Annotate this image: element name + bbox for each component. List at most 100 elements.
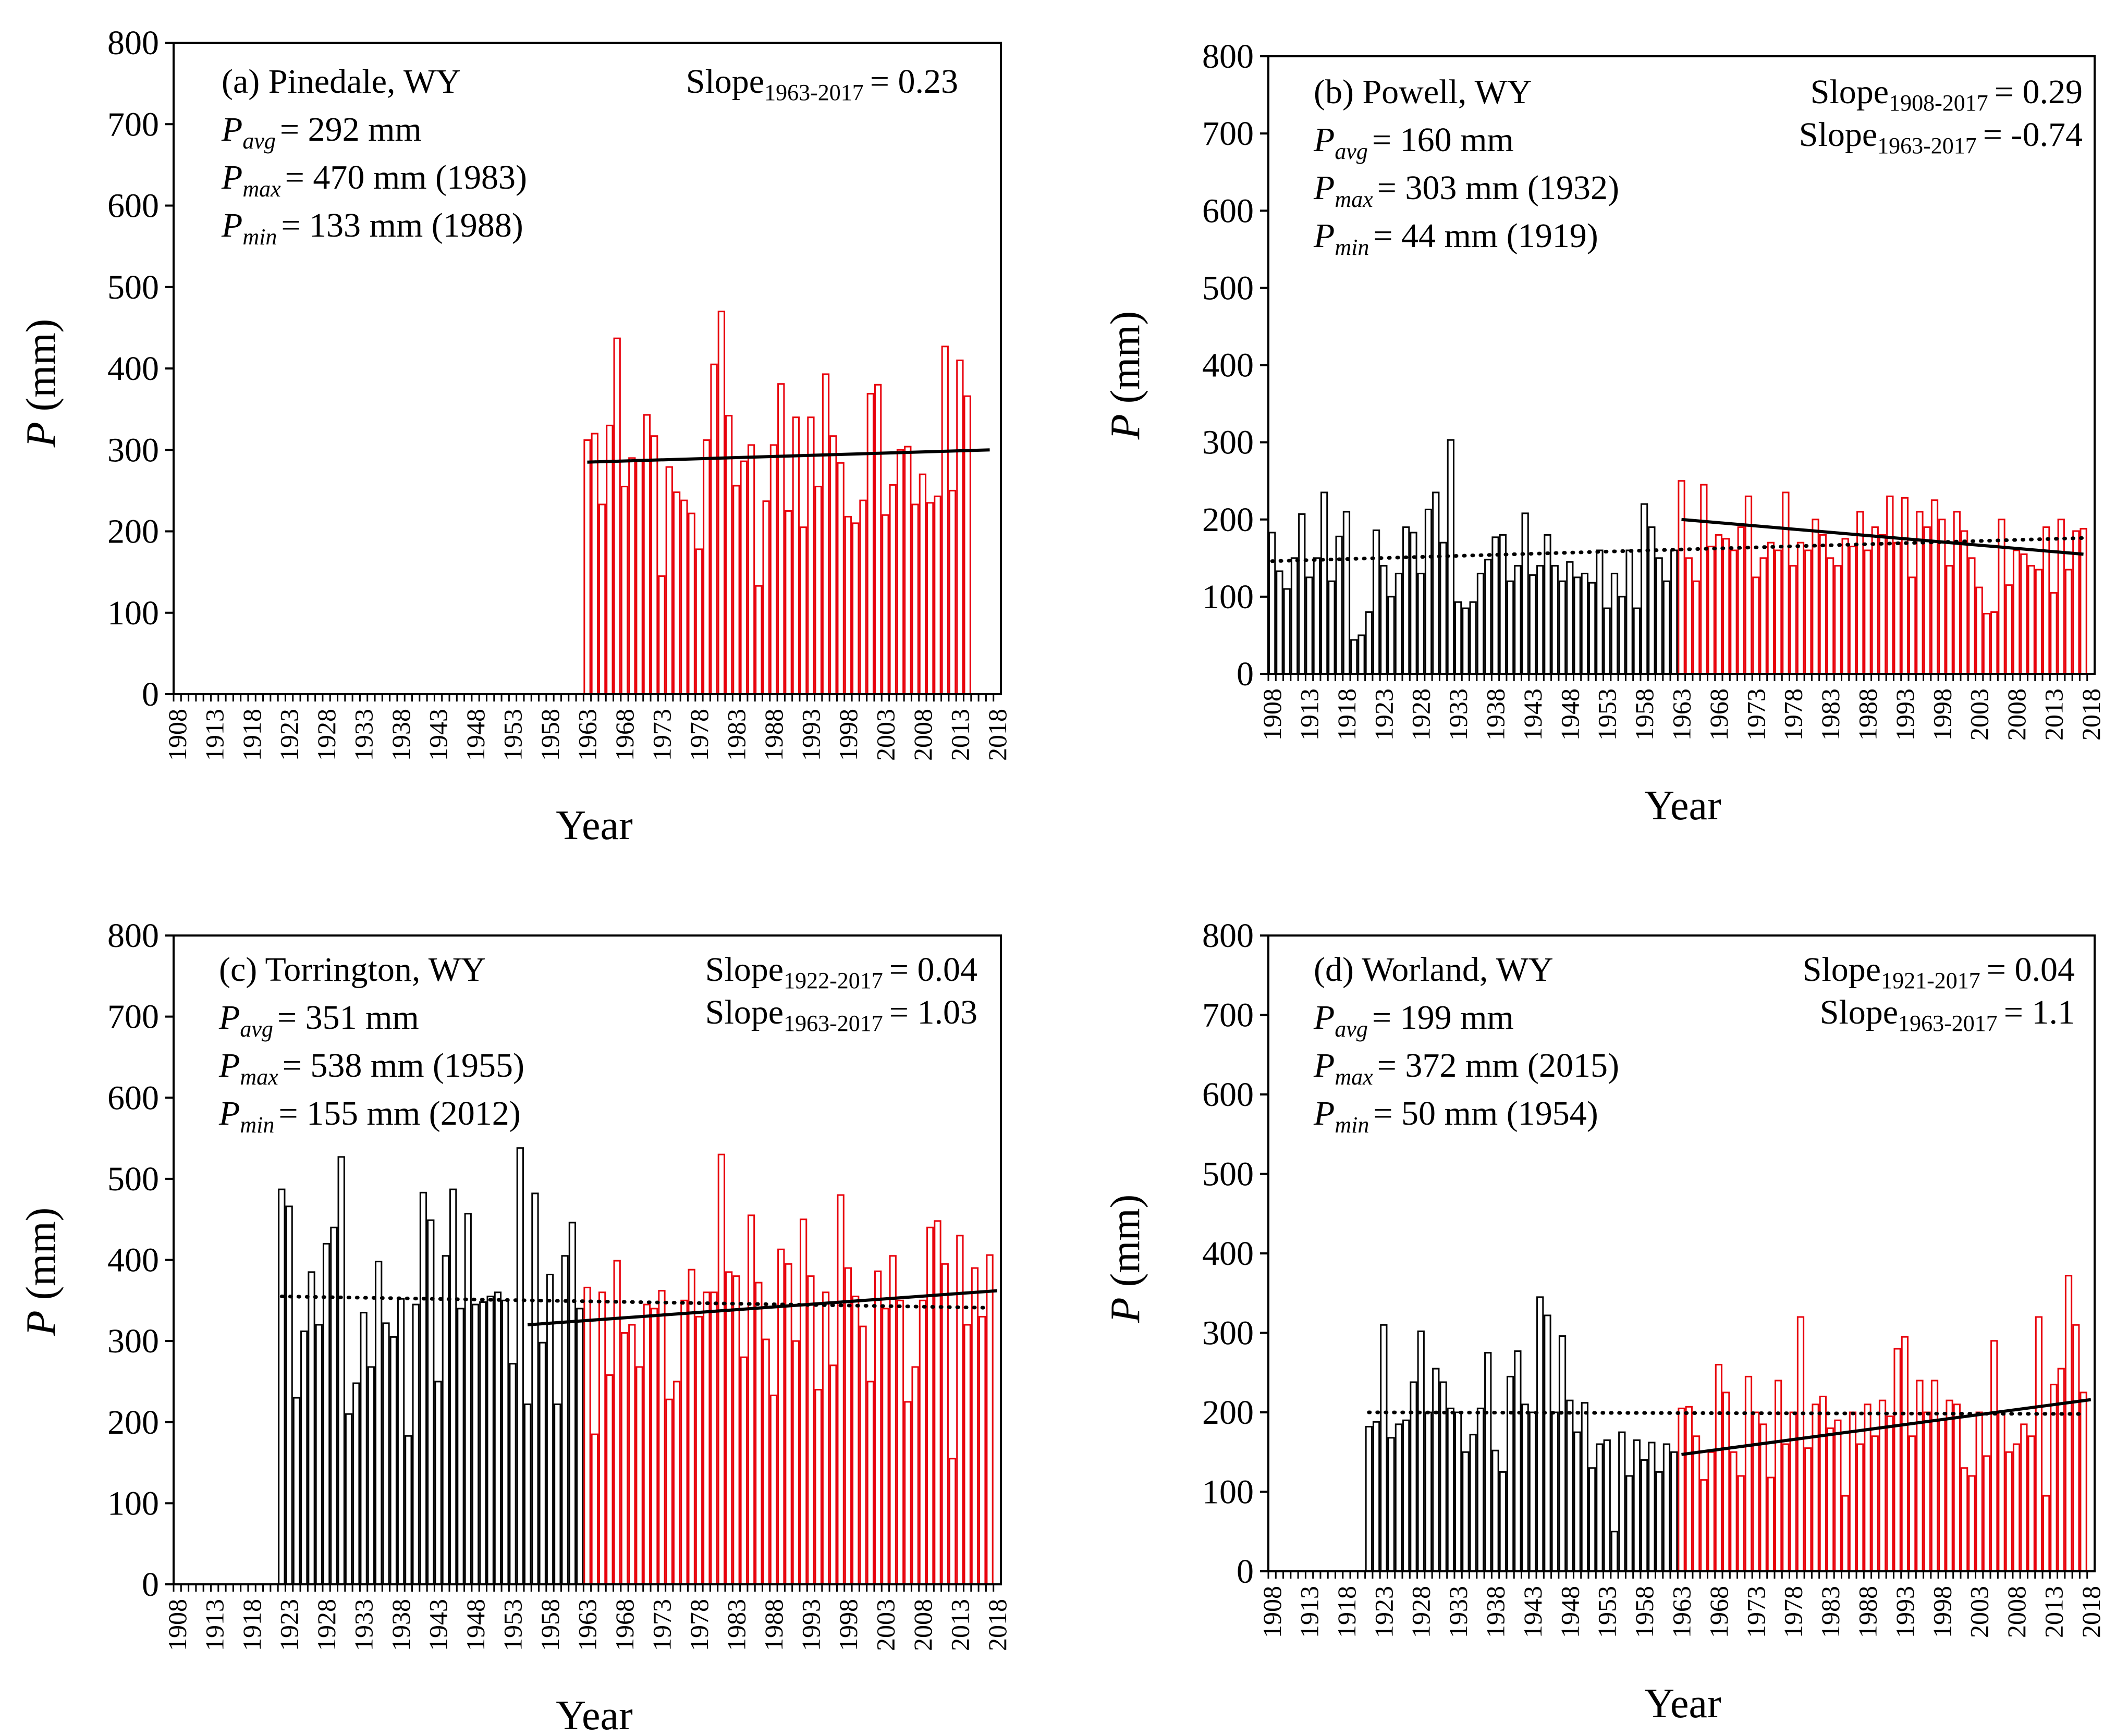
y-tick-label: 300 xyxy=(107,1322,159,1360)
bars xyxy=(278,1147,994,1585)
bar-1997 xyxy=(837,462,845,695)
y-tick-label: 600 xyxy=(1202,1076,1254,1114)
bars xyxy=(583,311,971,695)
bars xyxy=(1268,439,2087,675)
x-tick-label: 1908 xyxy=(1257,1586,1287,1638)
bar-1950 xyxy=(486,1296,494,1585)
x-tick-label: 1983 xyxy=(721,1599,751,1651)
bar-1999 xyxy=(1946,1399,1953,1572)
bar-1943 xyxy=(434,1381,442,1585)
bar-2000 xyxy=(1953,1403,1961,1572)
x-tick-label: 1988 xyxy=(1853,1586,1882,1638)
bar-1964 xyxy=(1685,1406,1693,1572)
y-tick-label: 800 xyxy=(1202,38,1254,76)
bar-2002 xyxy=(874,384,882,695)
bar-1946 xyxy=(1551,1411,1559,1572)
bar-2012 xyxy=(948,489,957,695)
bar-1982 xyxy=(1819,534,1827,675)
bar-1938 xyxy=(1491,536,1499,675)
y-tick-label: 400 xyxy=(1202,347,1254,385)
bar-2004 xyxy=(889,484,897,695)
x-tick-label: 1968 xyxy=(610,1599,639,1651)
bar-2010 xyxy=(934,495,941,695)
bar-1979 xyxy=(703,1291,711,1585)
x-tick-label: 2013 xyxy=(2039,688,2068,741)
bar-1983 xyxy=(732,485,740,695)
bar-1989 xyxy=(777,383,785,695)
bar-1992 xyxy=(799,1218,808,1585)
bar-1938 xyxy=(1491,1449,1499,1572)
bar-1916 xyxy=(1328,580,1336,675)
bar-1969 xyxy=(1722,1392,1730,1572)
x-tick-label: 1928 xyxy=(312,709,341,761)
x-tick-label: 1933 xyxy=(1444,688,1473,741)
bar-1979 xyxy=(703,439,711,695)
panel-c-torrington: (c) Torrington, WY Pavg = 351 mm Pmax = 53… xyxy=(18,917,1012,1736)
x-tick-label: 1923 xyxy=(275,1599,304,1651)
y-tick-label: 600 xyxy=(107,1079,159,1117)
bar-1928 xyxy=(1417,1330,1425,1572)
bar-1944 xyxy=(442,1255,450,1585)
bar-2005 xyxy=(896,449,904,695)
x-tick-label: 2018 xyxy=(2076,1586,2106,1638)
bar-2011 xyxy=(2035,569,2043,675)
stat-p-min: Pmin = 44 mm (1919) xyxy=(1313,217,1598,260)
bar-1995 xyxy=(1916,1380,1924,1572)
x-tick-label: 1983 xyxy=(1816,1586,1845,1638)
bar-1962 xyxy=(1670,549,1678,675)
x-tick-label: 1933 xyxy=(349,1599,378,1651)
bar-1922 xyxy=(1372,529,1380,675)
x-tick-label: 1958 xyxy=(535,709,565,761)
bar-1944 xyxy=(1536,565,1544,675)
bar-1992 xyxy=(1893,1348,1901,1572)
bar-1915 xyxy=(1320,491,1328,675)
bar-1976 xyxy=(1774,549,1782,675)
bar-1980 xyxy=(1804,549,1812,675)
bar-1926 xyxy=(1402,526,1410,675)
x-tick-label: 2008 xyxy=(2002,688,2031,741)
bar-1969 xyxy=(1722,538,1730,675)
bar-1953 xyxy=(509,1363,517,1585)
bar-1981 xyxy=(717,311,725,695)
y-tick-label: 600 xyxy=(107,187,159,225)
x-tick-label: 1943 xyxy=(424,709,453,761)
bar-2002 xyxy=(874,1270,882,1585)
bar-1909 xyxy=(1276,570,1283,675)
bar-1955 xyxy=(1618,1431,1626,1572)
x-tick-label: 1978 xyxy=(684,709,714,761)
bar-1929 xyxy=(1424,508,1433,675)
bar-1989 xyxy=(1871,526,1879,675)
bar-1957 xyxy=(1633,607,1641,675)
bar-1923 xyxy=(1380,1324,1388,1572)
bar-2012 xyxy=(948,1458,957,1585)
bars xyxy=(1365,1275,2087,1572)
x-tick-label: 1973 xyxy=(1741,1586,1770,1638)
x-tick-label: 1928 xyxy=(312,1599,341,1651)
bar-1961 xyxy=(1662,1443,1671,1572)
bar-1965 xyxy=(598,1291,606,1585)
bar-1987 xyxy=(762,500,770,695)
x-tick-label: 2008 xyxy=(2002,1586,2031,1638)
bar-2001 xyxy=(866,392,874,695)
panel-label: (c) Torrington, WY xyxy=(219,951,486,989)
bar-2017 xyxy=(2080,1392,2087,1572)
bar-1925 xyxy=(1395,572,1403,675)
bar-1954 xyxy=(516,1147,524,1585)
bar-1962 xyxy=(576,1308,584,1585)
bar-1960 xyxy=(1655,557,1663,675)
bar-1957 xyxy=(539,1341,546,1585)
bar-2007 xyxy=(911,503,919,695)
y-tick-label: 700 xyxy=(107,998,159,1036)
y-tick-label: 800 xyxy=(107,917,159,955)
bar-1936 xyxy=(1476,1407,1485,1572)
bar-1969 xyxy=(628,1324,636,1585)
bar-1986 xyxy=(755,585,763,695)
x-tick-label: 1943 xyxy=(1518,688,1547,741)
bar-2007 xyxy=(2005,584,2013,675)
bar-1993 xyxy=(807,416,815,695)
x-tick-label: 1978 xyxy=(684,1599,714,1651)
x-tick-label: 1978 xyxy=(1779,688,1808,741)
bar-1958 xyxy=(546,1274,554,1585)
bar-1935 xyxy=(1469,1434,1477,1572)
